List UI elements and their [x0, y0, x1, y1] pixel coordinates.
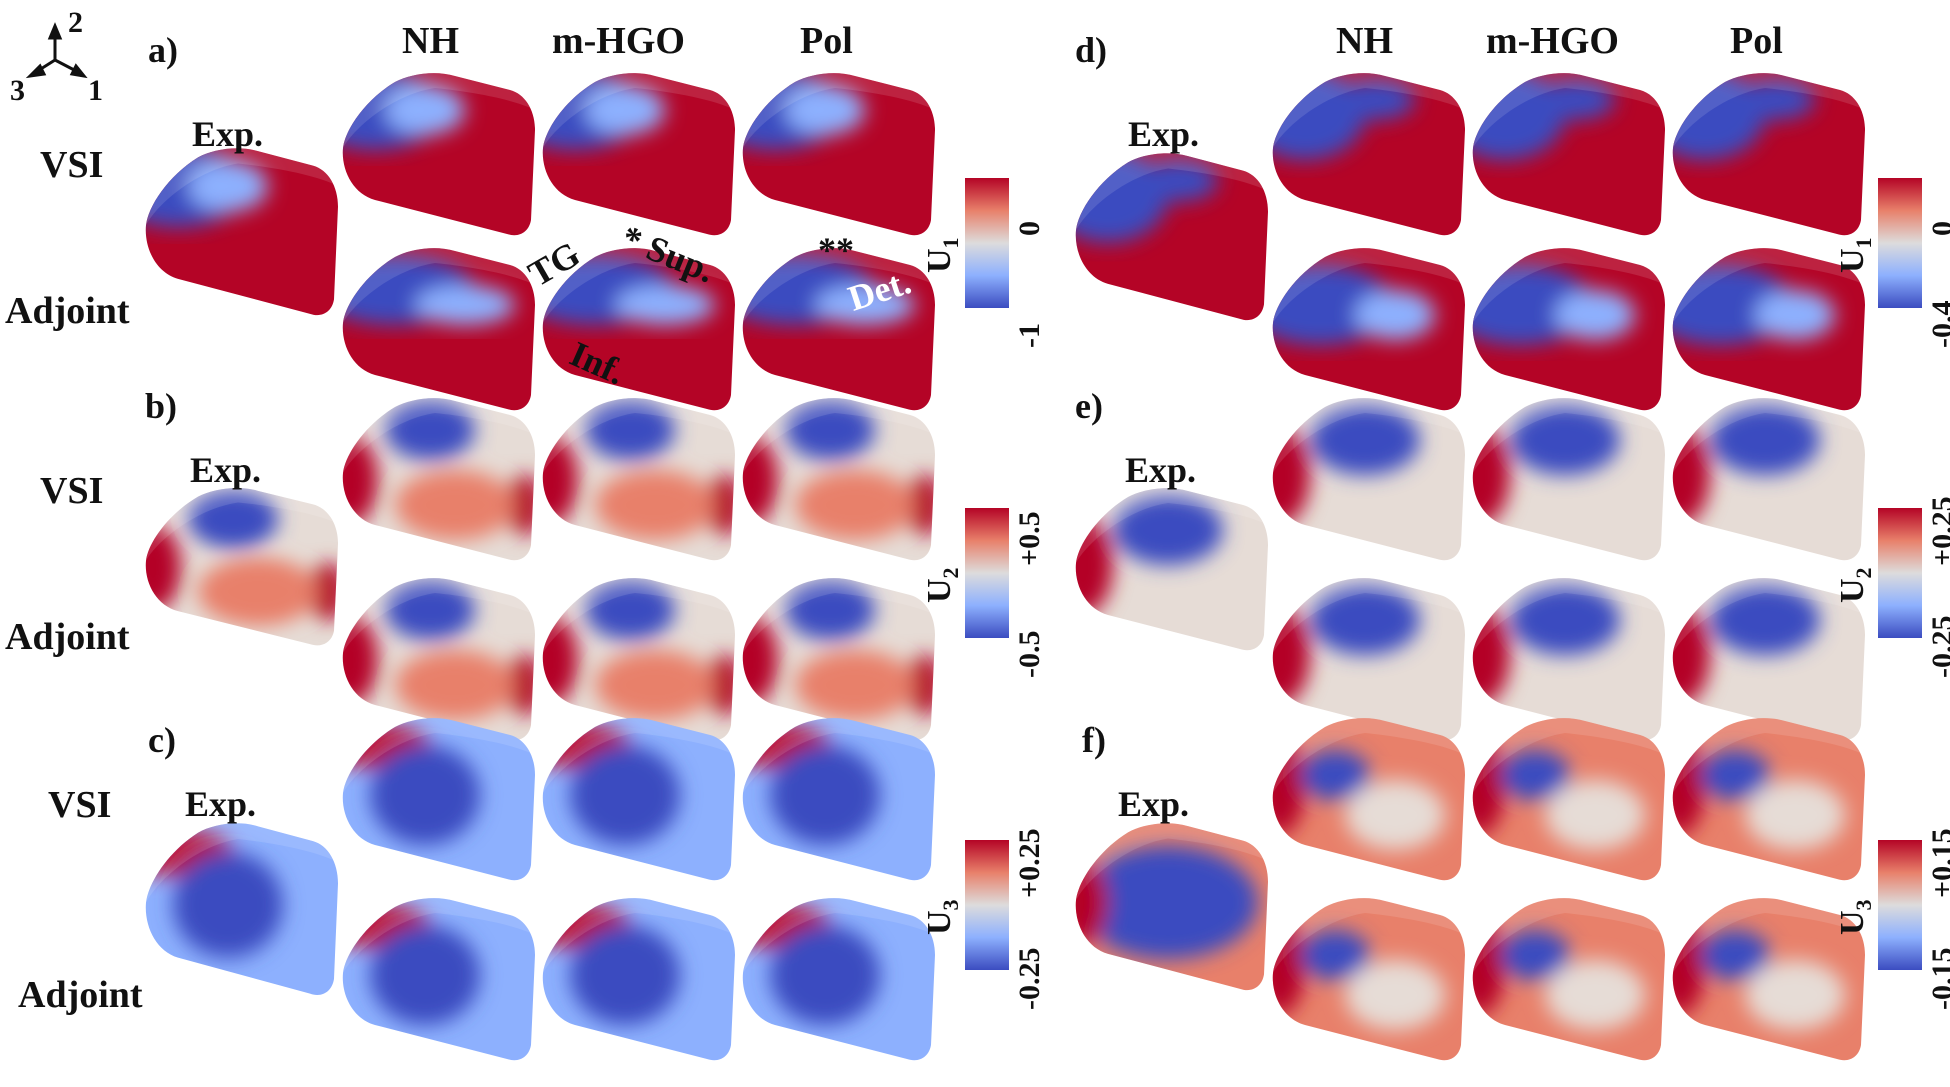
- col-header-pol: Pol: [800, 20, 853, 62]
- colorbar-d: [1878, 178, 1922, 308]
- surface-d-adjoint-0: [1272, 248, 1465, 411]
- surface-plots: [145, 73, 1865, 1061]
- colorbar-c: [965, 840, 1009, 970]
- colorbar-max-c: +0.25: [1013, 828, 1046, 898]
- surface-f-adjoint-2: [1672, 898, 1865, 1061]
- colorbar-quantity-a: U1: [921, 237, 963, 273]
- axis-label-1: 1: [88, 74, 103, 107]
- panel-letter-f: f): [1082, 720, 1106, 760]
- exp-label-d: Exp.: [1128, 114, 1200, 154]
- surface-a-exp: [145, 148, 338, 316]
- surface-f-vsi-0: [1272, 718, 1465, 881]
- colorbar-max-a: 0: [1013, 221, 1046, 236]
- exp-label-c: Exp.: [185, 784, 257, 824]
- colorbar-quantity-d: U1: [1834, 237, 1876, 273]
- colorbar-min-c: -0.25: [1013, 947, 1046, 1011]
- colorbar-quantity-e: U2: [1834, 567, 1876, 603]
- surface-f-adjoint-1: [1472, 898, 1665, 1061]
- colorbar-max-e: +0.25: [1926, 496, 1950, 566]
- panel-letter-e: e): [1075, 386, 1103, 426]
- surface-f-adjoint-0: [1272, 898, 1465, 1061]
- exp-label-e: Exp.: [1125, 450, 1197, 490]
- row-label-vsi-b: VSI: [40, 470, 104, 512]
- colorbar-min-f: -0.15: [1926, 947, 1950, 1011]
- surface-a-vsi-0: [342, 73, 535, 236]
- annotation-double-star: **: [818, 230, 854, 270]
- axes-triad: [25, 22, 88, 79]
- row-label-adjoint-c: Adjoint: [18, 974, 143, 1016]
- colorbar-max-b: +0.5: [1013, 511, 1046, 566]
- col-header-nh-right: NH: [1336, 20, 1393, 62]
- surface-c-adjoint-1: [542, 898, 735, 1061]
- panel-letter-c: c): [148, 720, 176, 760]
- axis-label-2: 2: [68, 6, 83, 39]
- col-header-nh: NH: [402, 20, 459, 62]
- colorbar-max-d: 0: [1926, 221, 1950, 236]
- colorbar-quantity-b: U2: [921, 567, 963, 603]
- surface-d-vsi-2: [1672, 73, 1865, 236]
- row-label-adjoint-b: Adjoint: [5, 616, 130, 658]
- exp-label-a: Exp.: [192, 114, 264, 154]
- colorbar-min-d: -0.4: [1926, 300, 1950, 349]
- surface-a-vsi-2: [742, 73, 935, 236]
- colorbar-max-f: +0.15: [1926, 828, 1950, 898]
- colorbars: [965, 178, 1922, 970]
- surface-b-adjoint-0: [342, 578, 535, 741]
- colorbar-min-a: -1: [1013, 323, 1046, 348]
- surface-a-vsi-1: [542, 73, 735, 236]
- row-label-vsi-c: VSI: [48, 784, 112, 826]
- surface-b-vsi-1: [542, 398, 735, 561]
- row-label-vsi-a: VSI: [40, 144, 104, 186]
- surface-f-vsi-1: [1472, 718, 1665, 881]
- surface-e-exp: [1075, 488, 1268, 651]
- surface-c-vsi-0: [342, 718, 535, 881]
- col-header-mhgo-right: m-HGO: [1486, 20, 1619, 62]
- surface-e-adjoint-2: [1672, 578, 1865, 741]
- surface-b-adjoint-2: [742, 578, 935, 741]
- surface-b-vsi-2: [742, 398, 935, 561]
- colorbar-b: [965, 508, 1009, 638]
- colorbar-f: [1878, 840, 1922, 970]
- surface-b-vsi-0: [342, 398, 535, 561]
- surface-e-vsi-0: [1272, 398, 1465, 561]
- surface-d-vsi-0: [1272, 73, 1465, 236]
- surface-a-adjoint-2: [742, 248, 935, 411]
- row-label-adjoint-a: Adjoint: [5, 290, 130, 332]
- surface-c-vsi-2: [742, 718, 935, 881]
- colorbar-min-b: -0.5: [1013, 630, 1046, 679]
- colorbar-a: [965, 178, 1009, 308]
- colorbar-e: [1878, 508, 1922, 638]
- exp-label-f: Exp.: [1118, 784, 1190, 824]
- col-header-mhgo: m-HGO: [552, 20, 685, 62]
- surface-f-exp: [1075, 823, 1268, 991]
- surface-c-adjoint-0: [342, 898, 535, 1061]
- panel-letter-a: a): [148, 30, 178, 70]
- surface-d-adjoint-1: [1472, 248, 1665, 411]
- col-header-pol-right: Pol: [1730, 20, 1783, 62]
- panel-letter-d: d): [1075, 30, 1108, 70]
- surface-b-exp: [145, 488, 338, 646]
- panel-letter-b: b): [145, 386, 178, 426]
- colorbar-min-e: -0.25: [1926, 615, 1950, 679]
- surface-d-exp: [1075, 153, 1268, 321]
- surface-a-adjoint-0: [342, 248, 535, 411]
- surface-c-exp: [145, 823, 338, 995]
- surface-c-vsi-1: [542, 718, 735, 881]
- axis-label-3: 3: [10, 74, 25, 107]
- colorbar-quantity-f: U3: [1834, 899, 1876, 935]
- surface-c-adjoint-2: [742, 898, 935, 1061]
- surface-e-vsi-1: [1472, 398, 1665, 561]
- colorbar-quantity-c: U3: [921, 899, 963, 935]
- surface-f-vsi-2: [1672, 718, 1865, 881]
- exp-label-b: Exp.: [190, 450, 262, 490]
- surface-e-vsi-2: [1672, 398, 1865, 561]
- surface-d-vsi-1: [1472, 73, 1665, 236]
- surface-e-adjoint-0: [1272, 578, 1465, 741]
